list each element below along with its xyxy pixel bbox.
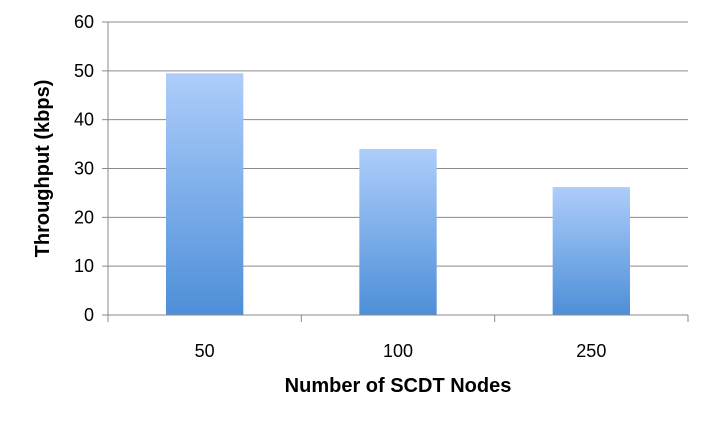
x-tick-label: 250 — [576, 341, 606, 361]
y-tick-label: 0 — [84, 305, 94, 325]
y-tick-label: 40 — [74, 110, 94, 130]
y-tick-label: 30 — [74, 159, 94, 179]
bar-50 — [166, 73, 244, 316]
x-tick-label: 50 — [195, 341, 215, 361]
x-tick-label: 100 — [383, 341, 413, 361]
y-tick-label: 60 — [74, 12, 94, 32]
bar-250 — [552, 187, 630, 315]
bars — [166, 73, 630, 316]
y-tick-label: 10 — [74, 256, 94, 276]
tick-labels: 0 10 20 30 40 50 60 50 100 250 — [74, 12, 606, 361]
x-axis-title: Number of SCDT Nodes — [285, 375, 512, 397]
y-tick-label: 50 — [74, 61, 94, 81]
bar-100 — [359, 148, 437, 315]
y-axis-title: Throughput (kbps) — [32, 80, 54, 258]
axes — [102, 21, 689, 322]
y-tick-label: 20 — [74, 207, 94, 227]
